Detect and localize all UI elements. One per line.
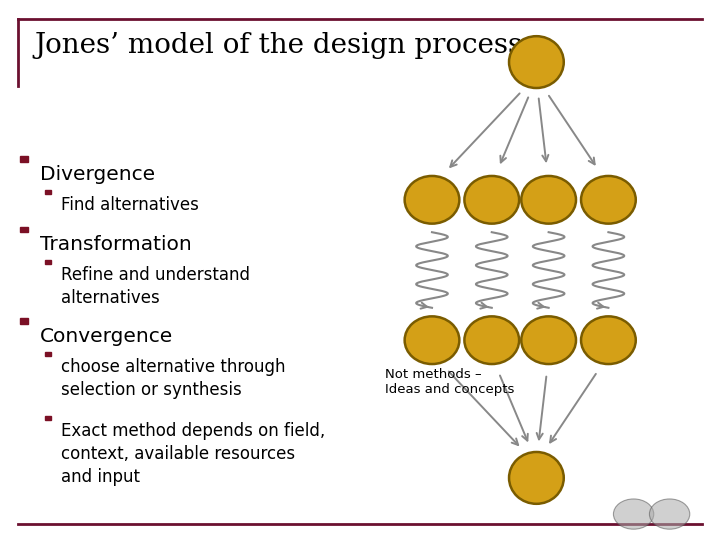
- Ellipse shape: [581, 316, 636, 364]
- Text: Exact method depends on field,
context, available resources
and input: Exact method depends on field, context, …: [61, 422, 325, 486]
- Text: Transformation: Transformation: [40, 235, 192, 254]
- Bar: [45, 416, 51, 420]
- Bar: [20, 318, 28, 324]
- Text: Not methods –
Ideas and concepts: Not methods – Ideas and concepts: [385, 368, 515, 396]
- Ellipse shape: [405, 316, 459, 364]
- Text: choose alternative through
selection or synthesis: choose alternative through selection or …: [61, 358, 286, 399]
- Bar: [20, 157, 28, 162]
- Ellipse shape: [509, 36, 564, 88]
- Text: Refine and understand
alternatives: Refine and understand alternatives: [61, 266, 251, 307]
- Circle shape: [649, 499, 690, 529]
- Ellipse shape: [521, 176, 576, 224]
- Ellipse shape: [405, 176, 459, 224]
- Text: Find alternatives: Find alternatives: [61, 196, 199, 214]
- Bar: [45, 260, 51, 264]
- Bar: [45, 352, 51, 356]
- Text: Convergence: Convergence: [40, 327, 173, 346]
- Bar: [20, 226, 28, 232]
- Ellipse shape: [581, 176, 636, 224]
- Ellipse shape: [509, 452, 564, 504]
- Bar: [45, 190, 51, 194]
- Ellipse shape: [521, 316, 576, 364]
- Text: Jones’ model of the design process: Jones’ model of the design process: [35, 32, 523, 59]
- Circle shape: [613, 499, 654, 529]
- Ellipse shape: [464, 316, 519, 364]
- Text: Divergence: Divergence: [40, 165, 155, 184]
- Ellipse shape: [464, 176, 519, 224]
